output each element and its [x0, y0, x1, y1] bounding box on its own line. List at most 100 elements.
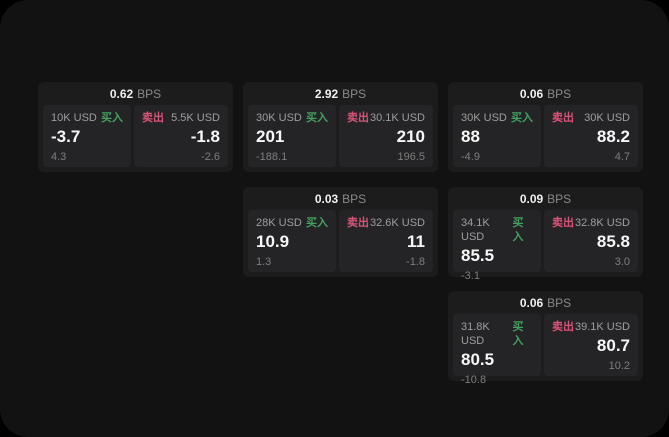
buy-panel-top-row: 34.1K USD 买入	[461, 216, 533, 244]
buy-panel-top-row: 10K USD 买入	[51, 111, 123, 125]
sell-panel[interactable]: 卖出 32.6K USD 11 -1.8	[339, 210, 433, 272]
card-body: 31.8K USD 买入 80.5 -10.8 卖出 39.1K USD 80.…	[448, 314, 643, 386]
buy-panel[interactable]: 30K USD 买入 88 -4.9	[453, 105, 541, 167]
bps-unit-label: BPS	[342, 191, 367, 206]
sell-delta: 196.5	[397, 151, 425, 163]
sell-amount: 39.1K USD	[574, 321, 630, 333]
bps-unit-label: BPS	[547, 191, 572, 206]
buy-price: -3.7	[51, 127, 81, 146]
sell-delta: -2.6	[201, 151, 220, 163]
buy-panel[interactable]: 30K USD 买入 201 -188.1	[248, 105, 336, 167]
bps-value: 0.62	[109, 86, 134, 101]
quote-card: 0.09 BPS 34.1K USD 买入 85.5 -3.1 卖出 32.8K…	[448, 187, 643, 282]
sell-panel-top-row: 卖出 30.1K USD	[347, 111, 425, 125]
buy-side-label: 买入	[511, 112, 533, 124]
bps-unit-label: BPS	[547, 295, 572, 310]
sell-panel-top-row: 卖出 32.8K USD	[552, 216, 630, 230]
sell-panel[interactable]: 卖出 39.1K USD 80.7 10.2	[544, 314, 638, 376]
buy-side-label: 买入	[306, 217, 328, 229]
buy-price: 201	[256, 127, 285, 146]
buy-price: 88	[461, 127, 480, 146]
buy-delta: -10.8	[461, 374, 487, 386]
buy-side-label: 买入	[306, 112, 328, 124]
quote-card: 0.06 BPS 30K USD 买入 88 -4.9 卖出 30K USD 8…	[448, 82, 643, 172]
bps-value: 0.03	[314, 191, 339, 206]
sell-panel-top-row: 卖出 32.6K USD	[347, 216, 425, 230]
bps-unit-label: BPS	[342, 86, 367, 101]
buy-amount: 31.8K USD	[461, 321, 490, 347]
sell-price: 80.7	[596, 336, 630, 355]
card-header: 0.62 BPS	[38, 82, 233, 105]
buy-side-label: 买入	[512, 321, 524, 347]
sell-amount: 32.8K USD	[574, 217, 630, 229]
buy-panel[interactable]: 34.1K USD 买入 85.5 -3.1	[453, 210, 541, 282]
buy-delta: 1.3	[256, 256, 272, 268]
card-header: 2.92 BPS	[243, 82, 438, 105]
buy-amount: 28K USD	[256, 217, 302, 229]
buy-panel-top-row: 30K USD 买入	[461, 111, 533, 125]
bps-value: 0.06	[519, 86, 544, 101]
buy-amount: 30K USD	[461, 112, 507, 124]
sell-panel-top-row: 卖出 39.1K USD	[552, 320, 630, 334]
sell-panel[interactable]: 卖出 5.5K USD -1.8 -2.6	[134, 105, 228, 167]
card-header: 0.06 BPS	[448, 82, 643, 105]
sell-price: 210	[396, 127, 425, 146]
quote-card: 0.06 BPS 31.8K USD 买入 80.5 -10.8 卖出 39.1…	[448, 291, 643, 386]
buy-side-label: 买入	[512, 217, 524, 243]
quote-card: 0.62 BPS 10K USD 买入 -3.7 4.3 卖出 5.5K USD…	[38, 82, 233, 172]
buy-panel[interactable]: 31.8K USD 买入 80.5 -10.8	[453, 314, 541, 386]
sell-price: 85.8	[596, 232, 630, 251]
bps-value: 0.06	[519, 295, 544, 310]
buy-panel-top-row: 28K USD 买入	[256, 216, 328, 230]
card-header: 0.06 BPS	[448, 291, 643, 314]
bps-value: 2.92	[314, 86, 339, 101]
bps-value: 0.09	[519, 191, 544, 206]
bps-unit-label: BPS	[547, 86, 572, 101]
sell-side-label: 卖出	[347, 112, 369, 124]
buy-panel-top-row: 30K USD 买入	[256, 111, 328, 125]
card-header: 0.03 BPS	[243, 187, 438, 210]
sell-panel[interactable]: 卖出 30K USD 88.2 4.7	[544, 105, 638, 167]
card-body: 30K USD 买入 201 -188.1 卖出 30.1K USD 210 1…	[243, 105, 438, 172]
sell-side-label: 卖出	[347, 217, 369, 229]
sell-amount: 5.5K USD	[171, 112, 220, 124]
quote-card: 0.03 BPS 28K USD 买入 10.9 1.3 卖出 32.6K US…	[243, 187, 438, 277]
sell-delta: 3.0	[614, 256, 630, 268]
sell-amount: 30.1K USD	[369, 112, 425, 124]
buy-delta: -188.1	[256, 151, 288, 163]
buy-delta: -4.9	[461, 151, 480, 163]
sell-panel-top-row: 卖出 30K USD	[552, 111, 630, 125]
sell-side-label: 卖出	[552, 321, 574, 333]
buy-price: 10.9	[256, 232, 290, 251]
buy-amount: 10K USD	[51, 112, 97, 124]
sell-side-label: 卖出	[552, 217, 574, 229]
sell-delta: -1.8	[406, 256, 425, 268]
card-body: 34.1K USD 买入 85.5 -3.1 卖出 32.8K USD 85.8…	[448, 210, 643, 282]
buy-price: 85.5	[461, 246, 495, 265]
buy-panel[interactable]: 10K USD 买入 -3.7 4.3	[43, 105, 131, 167]
card-header: 0.09 BPS	[448, 187, 643, 210]
card-body: 10K USD 买入 -3.7 4.3 卖出 5.5K USD -1.8 -2.…	[38, 105, 233, 172]
sell-price: 11	[407, 232, 425, 251]
sell-amount: 30K USD	[584, 112, 630, 124]
buy-panel-top-row: 31.8K USD 买入	[461, 320, 533, 348]
sell-delta: 10.2	[608, 360, 630, 372]
buy-amount: 34.1K USD	[461, 217, 490, 243]
buy-panel[interactable]: 28K USD 买入 10.9 1.3	[248, 210, 336, 272]
sell-panel[interactable]: 卖出 32.8K USD 85.8 3.0	[544, 210, 638, 272]
buy-delta: -3.1	[461, 270, 480, 282]
buy-side-label: 买入	[101, 112, 123, 124]
sell-panel[interactable]: 卖出 30.1K USD 210 196.5	[339, 105, 433, 167]
buy-amount: 30K USD	[256, 112, 302, 124]
sell-side-label: 卖出	[552, 112, 574, 124]
quote-card: 2.92 BPS 30K USD 买入 201 -188.1 卖出 30.1K …	[243, 82, 438, 172]
sell-amount: 32.6K USD	[369, 217, 425, 229]
sell-delta: 4.7	[614, 151, 630, 163]
card-body: 30K USD 买入 88 -4.9 卖出 30K USD 88.2 4.7	[448, 105, 643, 172]
buy-delta: 4.3	[51, 151, 67, 163]
sell-panel-top-row: 卖出 5.5K USD	[142, 111, 220, 125]
sell-price: -1.8	[190, 127, 220, 146]
sell-side-label: 卖出	[142, 112, 164, 124]
card-body: 28K USD 买入 10.9 1.3 卖出 32.6K USD 11 -1.8	[243, 210, 438, 277]
